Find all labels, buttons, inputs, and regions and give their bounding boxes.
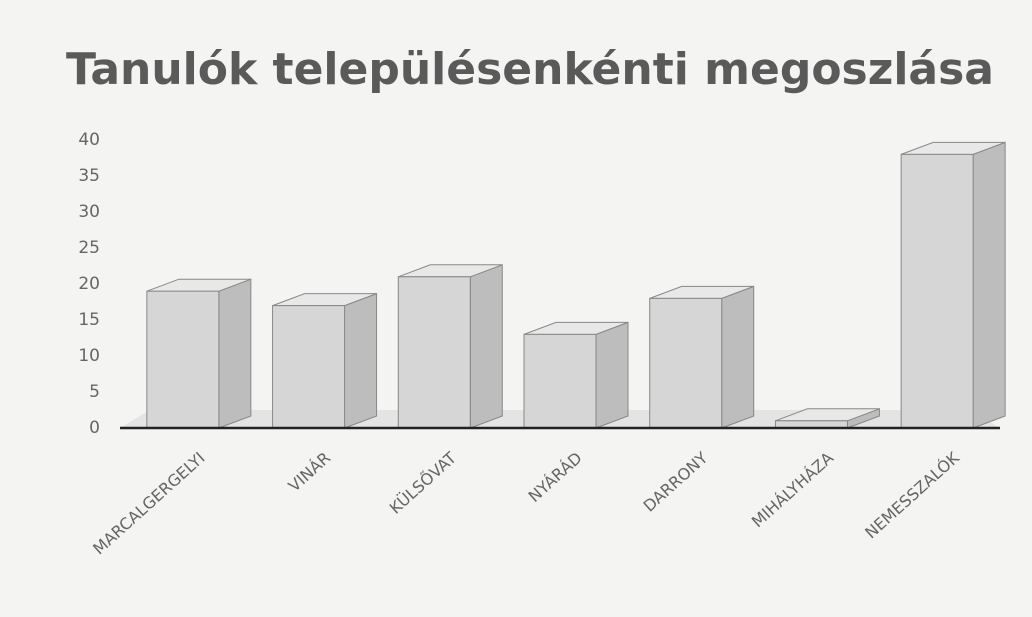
bar-side bbox=[218, 278, 252, 429]
y-tick-label: 15 bbox=[78, 310, 100, 330]
y-tick-label: 20 bbox=[78, 274, 100, 294]
bar bbox=[397, 276, 471, 429]
bar bbox=[649, 297, 723, 429]
bar-side bbox=[344, 292, 378, 429]
y-tick-label: 30 bbox=[78, 202, 100, 222]
bar bbox=[272, 305, 346, 429]
bar bbox=[900, 153, 974, 429]
y-tick-label: 0 bbox=[89, 418, 100, 438]
bar-side bbox=[972, 141, 1006, 429]
bar-side bbox=[721, 285, 755, 429]
chart-title: Tanulók településenkénti megoszlása bbox=[66, 44, 994, 95]
bar-side bbox=[595, 321, 629, 429]
y-tick-label: 10 bbox=[78, 346, 100, 366]
y-tick-label: 40 bbox=[78, 130, 100, 150]
y-tick-label: 35 bbox=[78, 166, 100, 186]
bar-side bbox=[469, 264, 503, 429]
bar bbox=[146, 290, 220, 429]
y-tick-label: 5 bbox=[89, 382, 100, 402]
bar bbox=[523, 333, 597, 429]
y-tick-label: 25 bbox=[78, 238, 100, 258]
